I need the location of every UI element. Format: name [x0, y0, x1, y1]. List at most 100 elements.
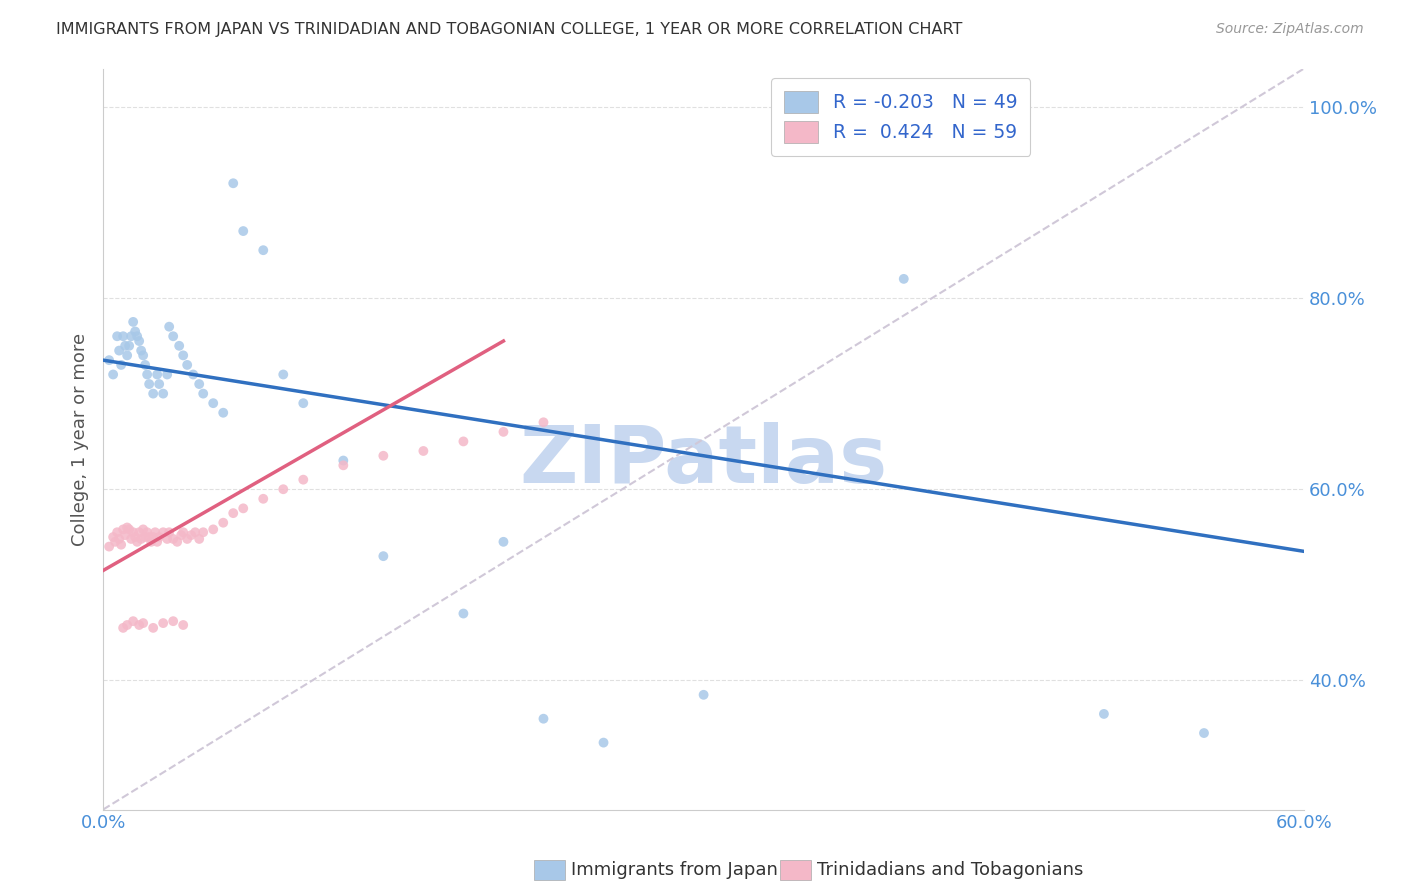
Point — [332, 458, 354, 473]
Point — [184, 525, 207, 540]
Point — [692, 688, 714, 702]
Point — [122, 614, 145, 628]
Point — [138, 377, 160, 392]
Point — [124, 325, 146, 339]
Point — [212, 406, 235, 420]
Point — [132, 522, 155, 536]
Point — [453, 607, 475, 621]
Point — [453, 434, 475, 449]
Point — [271, 482, 294, 496]
Point — [152, 386, 174, 401]
Point — [157, 525, 180, 540]
Point — [129, 343, 152, 358]
Point — [271, 368, 294, 382]
Point — [162, 532, 184, 546]
Point — [98, 353, 121, 368]
Point — [193, 525, 215, 540]
Point — [148, 530, 170, 544]
Point — [98, 540, 121, 554]
Point — [112, 329, 135, 343]
Point — [252, 243, 274, 257]
Point — [176, 532, 198, 546]
Point — [142, 386, 165, 401]
Point — [222, 176, 245, 190]
Legend: R = -0.203   N = 49, R =  0.424   N = 59: R = -0.203 N = 49, R = 0.424 N = 59 — [770, 78, 1031, 156]
Point — [373, 449, 395, 463]
Point — [105, 525, 128, 540]
Point — [152, 525, 174, 540]
Point — [181, 368, 204, 382]
Point — [120, 329, 142, 343]
Text: ZIPatlas: ZIPatlas — [519, 422, 887, 500]
Point — [146, 368, 169, 382]
Point — [105, 329, 128, 343]
Point — [156, 532, 179, 546]
Point — [136, 368, 159, 382]
Point — [136, 525, 159, 540]
Point — [141, 534, 163, 549]
Point — [142, 621, 165, 635]
Point — [1192, 726, 1215, 740]
Point — [332, 453, 354, 467]
Point — [172, 618, 194, 632]
Point — [202, 396, 225, 410]
Point — [115, 520, 138, 534]
Point — [156, 368, 179, 382]
Point — [118, 339, 141, 353]
Point — [893, 272, 915, 286]
Point — [180, 528, 202, 542]
Point — [101, 368, 124, 382]
Point — [128, 618, 150, 632]
Point — [115, 618, 138, 632]
Point — [127, 329, 149, 343]
Point — [212, 516, 235, 530]
Point — [138, 530, 160, 544]
Text: Source: ZipAtlas.com: Source: ZipAtlas.com — [1216, 22, 1364, 37]
Point — [114, 528, 136, 542]
Point — [172, 348, 194, 362]
Point — [115, 348, 138, 362]
Point — [492, 425, 515, 439]
Point — [373, 549, 395, 563]
Text: IMMIGRANTS FROM JAPAN VS TRINIDADIAN AND TOBAGONIAN COLLEGE, 1 YEAR OR MORE CORR: IMMIGRANTS FROM JAPAN VS TRINIDADIAN AND… — [56, 22, 963, 37]
Point — [152, 616, 174, 631]
Point — [193, 386, 215, 401]
Text: Immigrants from Japan: Immigrants from Japan — [571, 861, 778, 879]
Point — [533, 712, 555, 726]
Point — [292, 396, 315, 410]
Point — [533, 415, 555, 429]
Y-axis label: College, 1 year or more: College, 1 year or more — [72, 333, 89, 546]
Point — [143, 525, 166, 540]
Point — [1092, 706, 1115, 721]
Point — [122, 315, 145, 329]
Point — [170, 528, 193, 542]
Point — [157, 319, 180, 334]
Point — [292, 473, 315, 487]
Point — [176, 358, 198, 372]
Point — [167, 339, 190, 353]
Point — [127, 534, 149, 549]
Point — [114, 339, 136, 353]
Point — [232, 501, 254, 516]
Point — [132, 616, 155, 631]
Point — [142, 530, 165, 544]
Point — [592, 736, 614, 750]
Point — [134, 530, 156, 544]
Point — [166, 534, 188, 549]
Point — [101, 530, 124, 544]
Point — [110, 538, 132, 552]
Point — [104, 534, 127, 549]
Point — [124, 530, 146, 544]
Point — [134, 358, 156, 372]
Point — [122, 525, 145, 540]
Point — [128, 525, 150, 540]
Point — [188, 377, 211, 392]
Point — [172, 525, 194, 540]
Point — [146, 534, 169, 549]
Point — [188, 532, 211, 546]
Point — [162, 614, 184, 628]
Point — [492, 534, 515, 549]
Point — [128, 334, 150, 348]
Point — [118, 522, 141, 536]
Point — [222, 506, 245, 520]
